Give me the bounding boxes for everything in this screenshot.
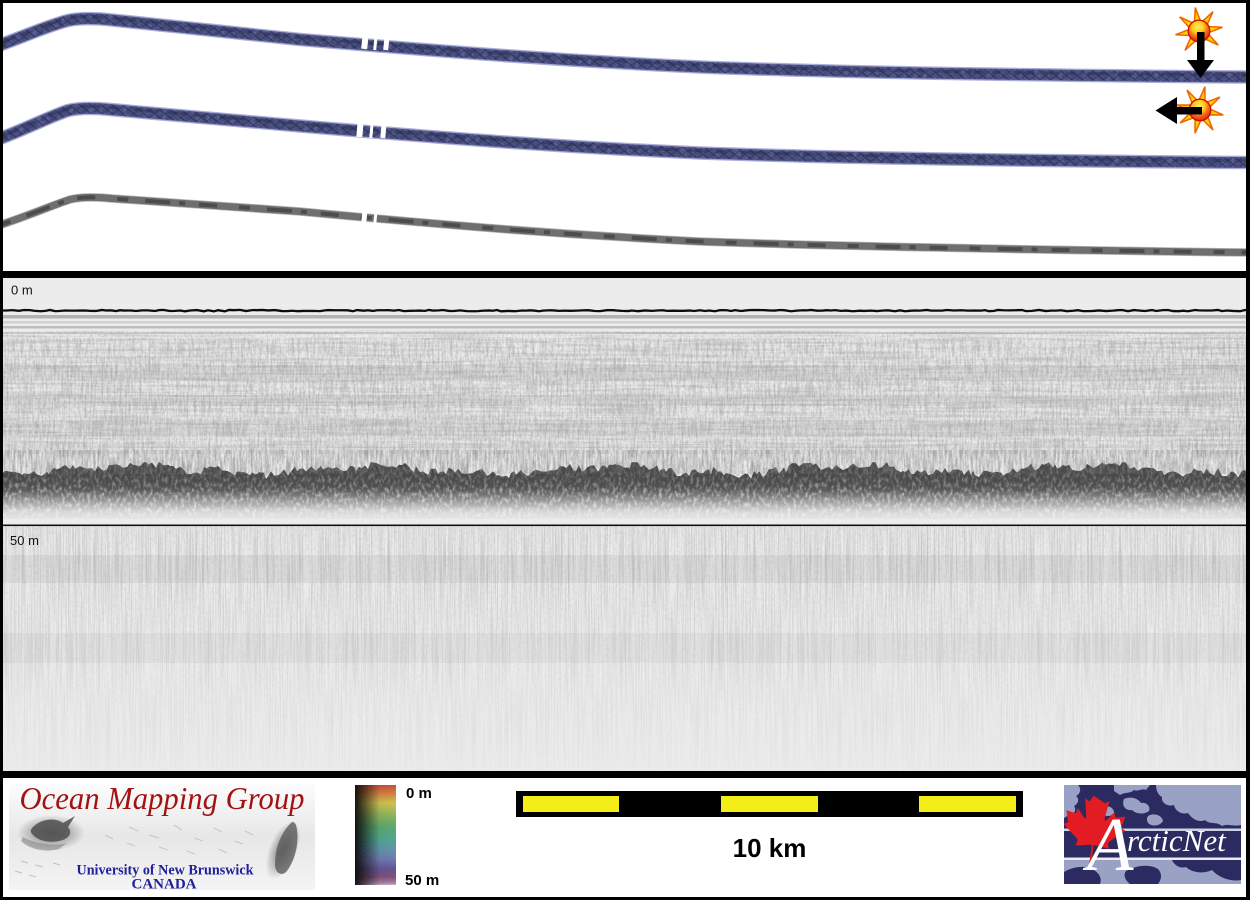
svg-text:0 m: 0 m <box>11 283 33 298</box>
svg-text:University of New Brunswick: University of New Brunswick <box>77 863 255 879</box>
svg-text:Ocean Mapping Group: Ocean Mapping Group <box>20 783 305 816</box>
svg-text:CANADA: CANADA <box>132 877 197 891</box>
svg-text:50 m: 50 m <box>10 533 39 548</box>
svg-text:rcticNet: rcticNet <box>1127 823 1227 858</box>
svg-text:A: A <box>1082 803 1134 884</box>
